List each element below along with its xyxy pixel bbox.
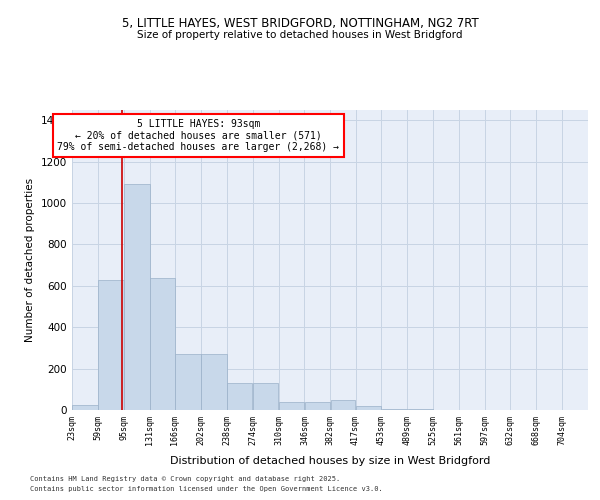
Text: Contains public sector information licensed under the Open Government Licence v3: Contains public sector information licen…: [30, 486, 383, 492]
X-axis label: Distribution of detached houses by size in West Bridgford: Distribution of detached houses by size …: [170, 456, 490, 466]
Bar: [356, 406, 381, 410]
Bar: [124, 184, 149, 410]
Y-axis label: Number of detached properties: Number of detached properties: [25, 178, 35, 342]
Bar: [382, 409, 407, 410]
Bar: [305, 402, 330, 410]
Bar: [227, 383, 253, 410]
Bar: [279, 402, 304, 410]
Bar: [72, 405, 98, 410]
Bar: [331, 400, 355, 410]
Text: 5, LITTLE HAYES, WEST BRIDGFORD, NOTTINGHAM, NG2 7RT: 5, LITTLE HAYES, WEST BRIDGFORD, NOTTING…: [122, 18, 478, 30]
Bar: [253, 383, 278, 410]
Text: Contains HM Land Registry data © Crown copyright and database right 2025.: Contains HM Land Registry data © Crown c…: [30, 476, 340, 482]
Bar: [175, 354, 200, 410]
Text: 5 LITTLE HAYES: 93sqm
← 20% of detached houses are smaller (571)
79% of semi-det: 5 LITTLE HAYES: 93sqm ← 20% of detached …: [58, 119, 340, 152]
Text: Size of property relative to detached houses in West Bridgford: Size of property relative to detached ho…: [137, 30, 463, 40]
Bar: [98, 280, 124, 410]
Bar: [150, 278, 175, 410]
Bar: [201, 354, 227, 410]
